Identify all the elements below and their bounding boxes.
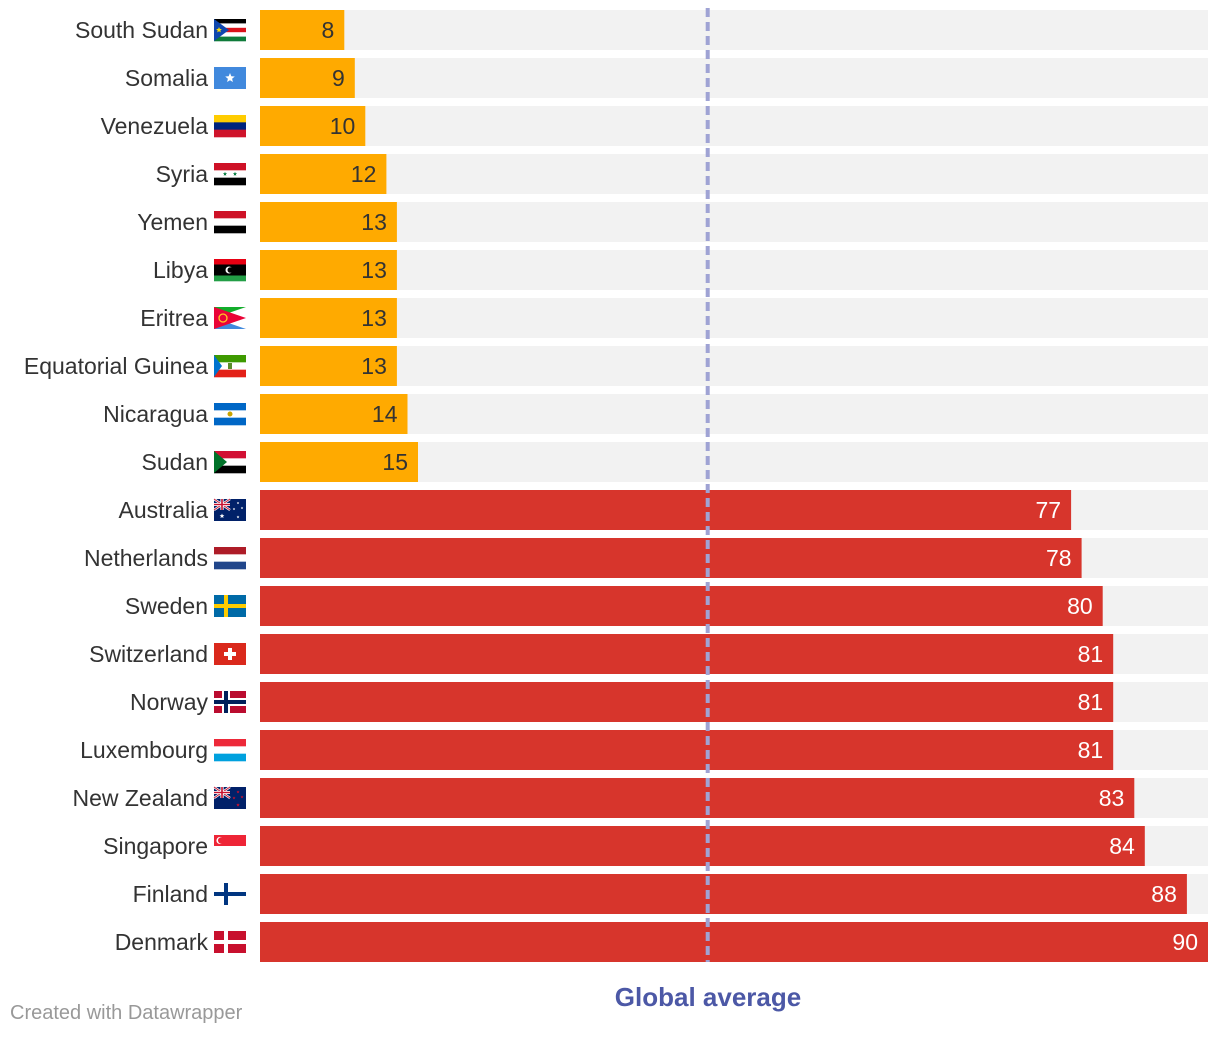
category-label: Singapore bbox=[103, 833, 208, 859]
equatorial-guinea-flag-icon bbox=[214, 355, 246, 377]
venezuela-flag-icon bbox=[214, 115, 246, 137]
value-label: 81 bbox=[1078, 641, 1104, 667]
bar bbox=[260, 922, 1208, 962]
bar-track bbox=[260, 346, 1208, 386]
category-label: Norway bbox=[130, 689, 208, 715]
denmark-flag-icon bbox=[214, 931, 246, 953]
bar bbox=[260, 826, 1145, 866]
value-label: 13 bbox=[361, 353, 387, 379]
category-label: New Zealand bbox=[72, 785, 208, 811]
category-label: Luxembourg bbox=[80, 737, 208, 763]
value-label: 9 bbox=[332, 65, 345, 91]
category-label: Equatorial Guinea bbox=[24, 353, 208, 379]
sweden-flag-icon bbox=[214, 595, 246, 617]
value-label: 14 bbox=[372, 401, 398, 427]
category-label: Sudan bbox=[141, 449, 208, 475]
value-label: 8 bbox=[322, 17, 335, 43]
norway-flag-icon bbox=[214, 691, 246, 713]
finland-flag-icon bbox=[214, 883, 246, 905]
value-label: 12 bbox=[351, 161, 377, 187]
syria-flag-icon bbox=[214, 163, 246, 185]
value-label: 83 bbox=[1099, 785, 1125, 811]
bar-track bbox=[260, 250, 1208, 290]
value-label: 81 bbox=[1078, 689, 1104, 715]
category-label: Sweden bbox=[125, 593, 208, 619]
value-label: 13 bbox=[361, 257, 387, 283]
new-zealand-flag-icon bbox=[214, 787, 246, 809]
value-label: 10 bbox=[330, 113, 356, 139]
singapore-flag-icon bbox=[214, 835, 246, 857]
luxembourg-flag-icon bbox=[214, 739, 246, 761]
category-label: Syria bbox=[156, 161, 209, 187]
libya-flag-icon bbox=[214, 259, 246, 281]
south-sudan-flag-icon bbox=[214, 19, 246, 41]
yemen-flag-icon bbox=[214, 211, 246, 233]
bar bbox=[260, 682, 1113, 722]
bar bbox=[260, 538, 1082, 578]
value-label: 78 bbox=[1046, 545, 1072, 571]
bar-tracks bbox=[260, 10, 1208, 962]
datawrapper-credit[interactable]: Created with Datawrapper bbox=[10, 1002, 242, 1025]
sudan-flag-icon bbox=[214, 451, 246, 473]
bar-track bbox=[260, 58, 1208, 98]
value-label: 84 bbox=[1109, 833, 1135, 859]
bar-track bbox=[260, 298, 1208, 338]
category-label: Eritrea bbox=[140, 305, 208, 331]
category-label: South Sudan bbox=[75, 17, 208, 43]
bar-chart: 8 9 10 12 13 13 13 13 14 15 77 78 80 81 81 81 83 84 88 90 S… bbox=[0, 0, 1220, 1038]
eritrea-flag-icon bbox=[214, 307, 246, 329]
category-label: Venezuela bbox=[101, 113, 209, 139]
category-label: Yemen bbox=[137, 209, 208, 235]
category-label: Denmark bbox=[115, 929, 209, 955]
value-label: 77 bbox=[1036, 497, 1062, 523]
bar bbox=[260, 634, 1113, 674]
value-label: 88 bbox=[1151, 881, 1177, 907]
bar-track bbox=[260, 106, 1208, 146]
australia-flag-icon bbox=[214, 499, 246, 521]
bar-track bbox=[260, 154, 1208, 194]
bar bbox=[260, 490, 1071, 530]
bar-track bbox=[260, 10, 1208, 50]
bar bbox=[260, 586, 1103, 626]
category-label: Australia bbox=[119, 497, 209, 523]
bar bbox=[260, 730, 1113, 770]
value-label: 13 bbox=[361, 305, 387, 331]
category-label: Finland bbox=[133, 881, 208, 907]
flags bbox=[214, 19, 246, 953]
global-average-label: Global average bbox=[560, 982, 856, 1013]
category-label: Somalia bbox=[125, 65, 208, 91]
value-label: 15 bbox=[382, 449, 408, 475]
switzerland-flag-icon bbox=[214, 643, 246, 665]
bar bbox=[260, 874, 1187, 914]
value-label: 80 bbox=[1067, 593, 1093, 619]
category-labels: South Sudan Somalia Venezuela Syria Yemen Lib… bbox=[24, 17, 209, 955]
category-label: Switzerland bbox=[89, 641, 208, 667]
netherlands-flag-icon bbox=[214, 547, 246, 569]
value-label: 13 bbox=[361, 209, 387, 235]
category-label: Nicaragua bbox=[103, 401, 208, 427]
bar-track bbox=[260, 202, 1208, 242]
category-label: Netherlands bbox=[84, 545, 208, 571]
bar bbox=[260, 778, 1134, 818]
nicaragua-flag-icon bbox=[214, 403, 246, 425]
value-label: 81 bbox=[1078, 737, 1104, 763]
somalia-flag-icon bbox=[214, 67, 246, 89]
bars bbox=[260, 10, 1208, 962]
value-label: 90 bbox=[1172, 929, 1198, 955]
category-label: Libya bbox=[153, 257, 208, 283]
